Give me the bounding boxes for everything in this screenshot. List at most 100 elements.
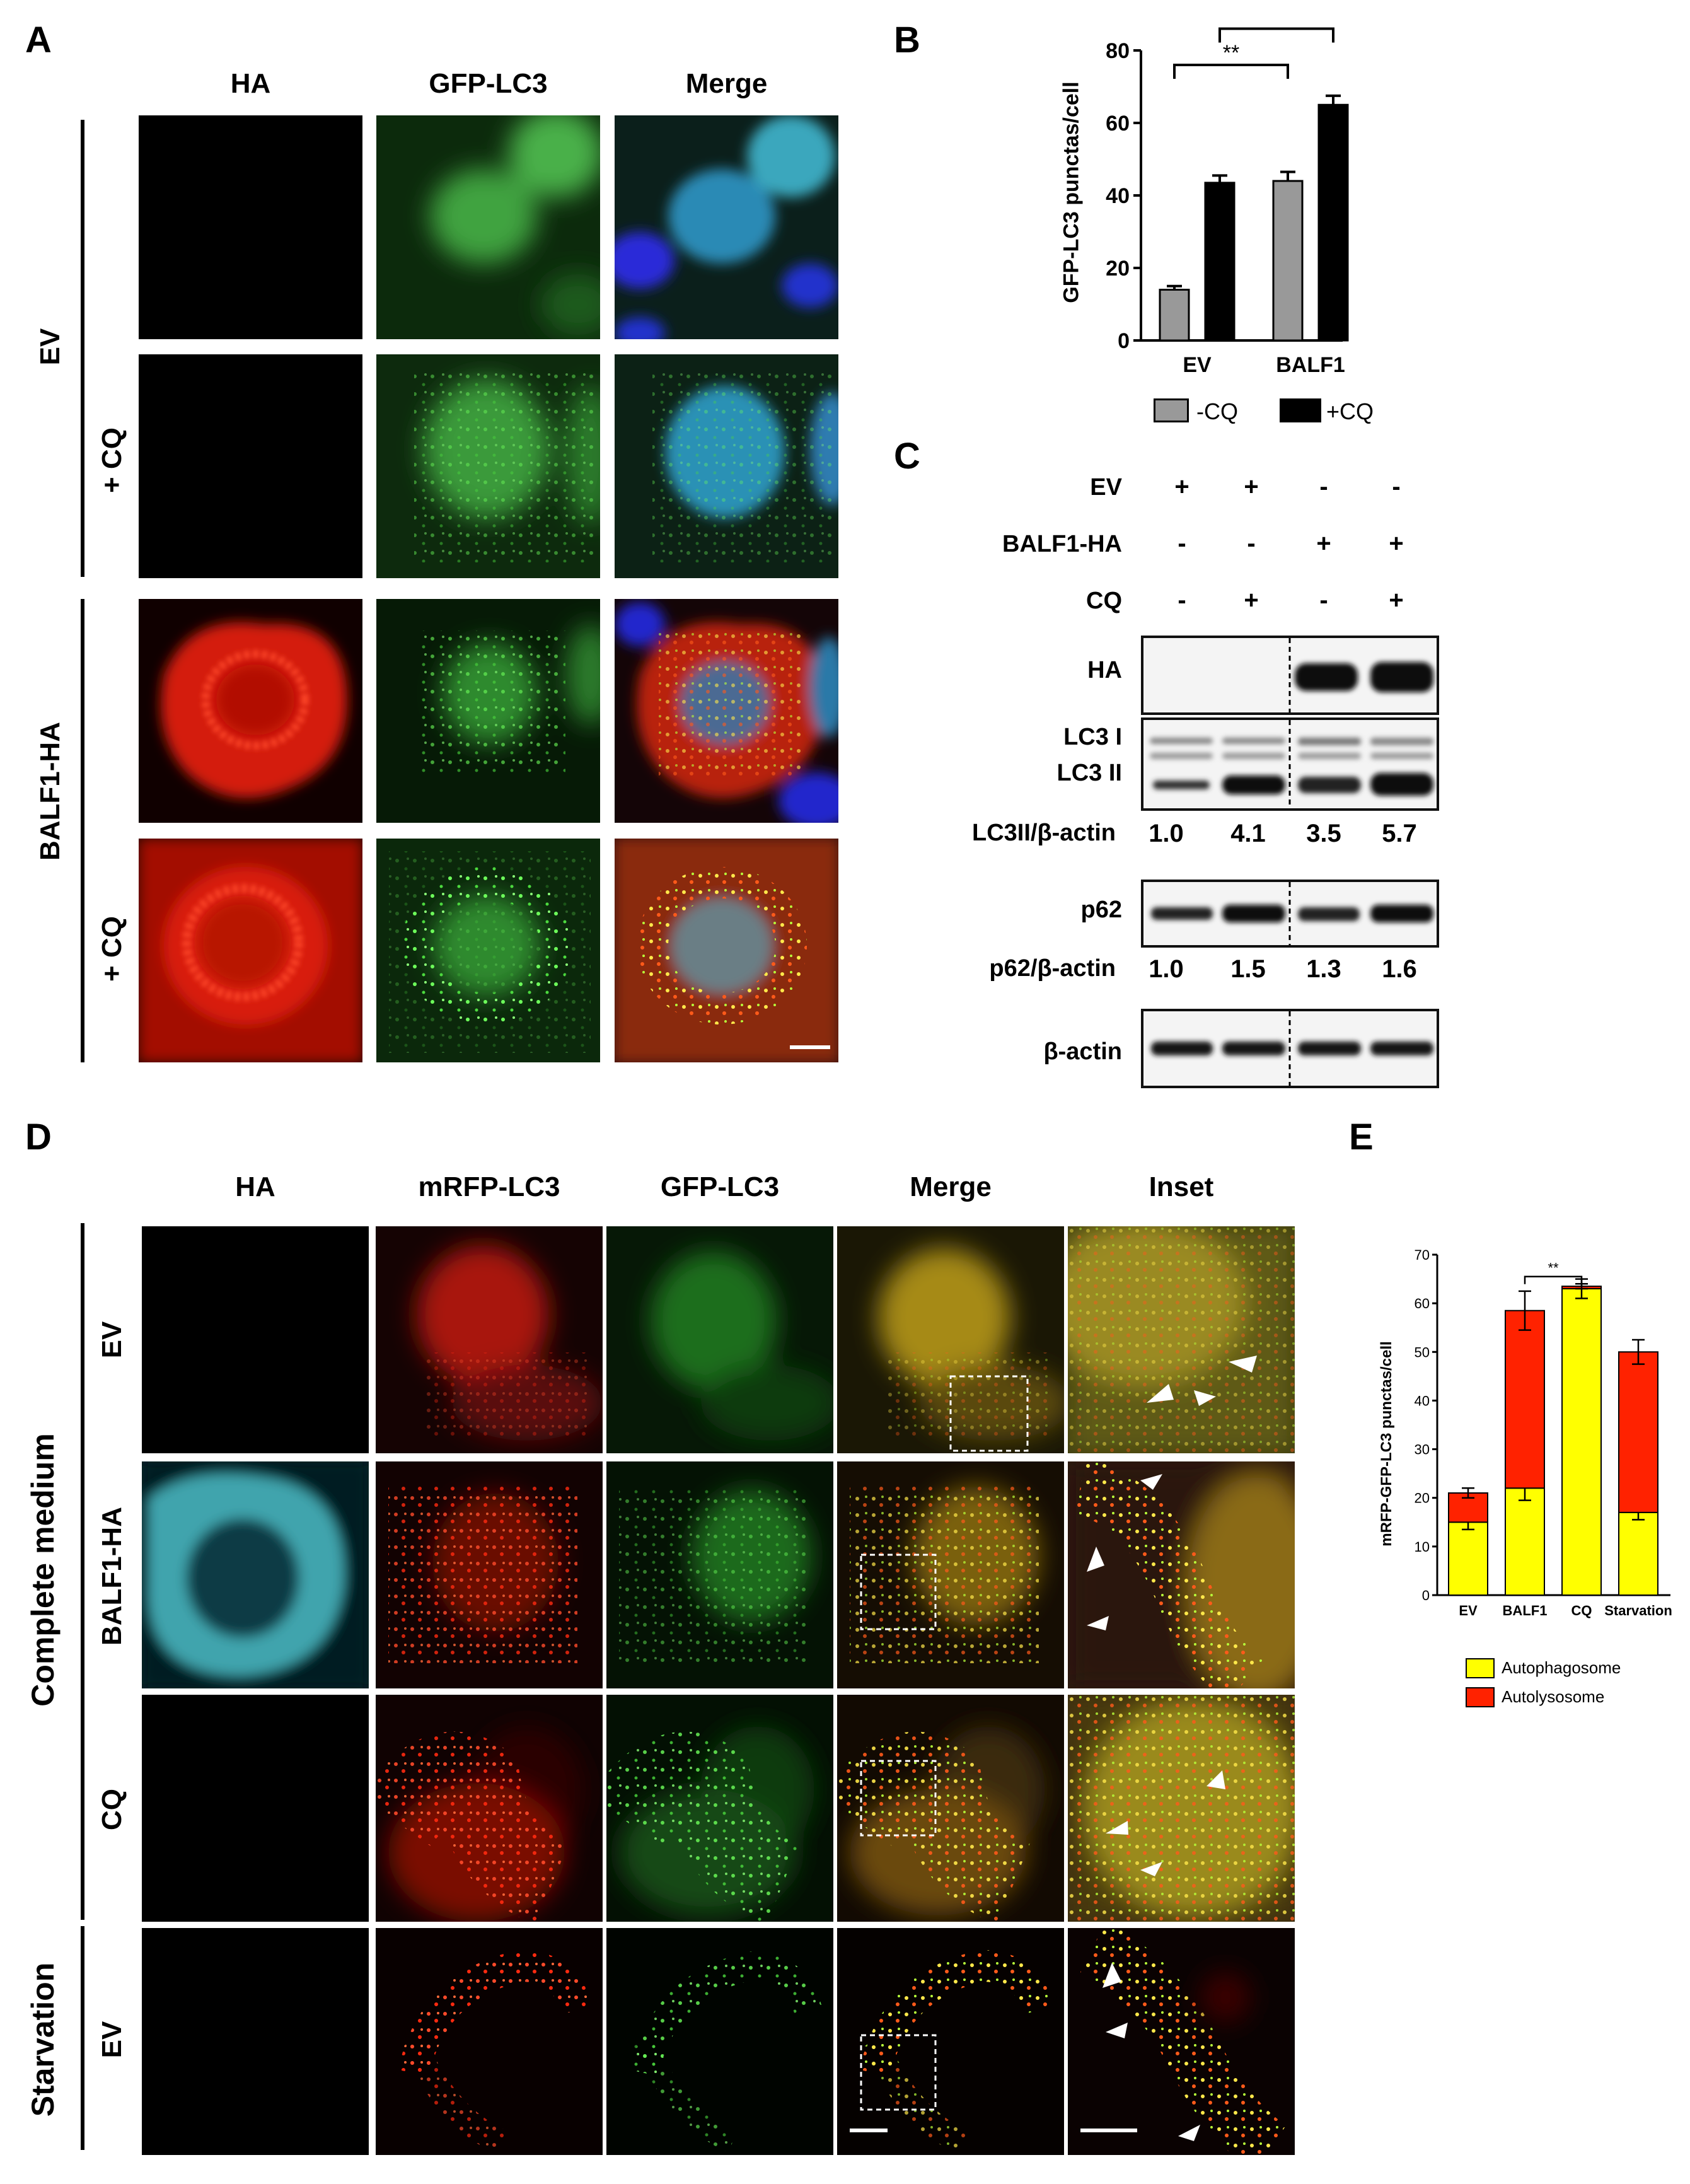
micrograph-a-balf1-cq-ha bbox=[139, 839, 362, 1062]
micrograph-a-balf1-merge bbox=[615, 599, 838, 823]
bar-segment bbox=[1448, 1492, 1488, 1523]
significance-bracket bbox=[1218, 27, 1334, 43]
micrograph-d-cq-gfp bbox=[606, 1695, 833, 1922]
western-blot-lc3 bbox=[1141, 717, 1439, 811]
y-tick-label: 10 bbox=[1415, 1539, 1430, 1555]
bar-segment bbox=[1505, 1487, 1545, 1596]
micrograph-a-balf1-ha bbox=[139, 599, 362, 823]
y-tick-label: 70 bbox=[1415, 1247, 1430, 1263]
panel-c-label-cq: CQ bbox=[1086, 588, 1122, 614]
ratio-label-p62: p62/β-actin bbox=[989, 955, 1116, 982]
sign-balf1-1: - bbox=[1178, 530, 1186, 557]
micrograph-d-starv-merge bbox=[837, 1928, 1064, 2155]
scale-bar bbox=[790, 1045, 830, 1049]
y-tick-label: 30 bbox=[1415, 1442, 1430, 1458]
significance-label: ** bbox=[1268, 25, 1285, 29]
micrograph-d-cq-mrfp bbox=[376, 1695, 603, 1922]
sign-ev-3: - bbox=[1319, 473, 1328, 501]
ratio-p62-4: 1.6 bbox=[1382, 955, 1417, 983]
blot-label-ha: HA bbox=[1087, 657, 1122, 683]
x-tick-label: BALF1 bbox=[1503, 1603, 1548, 1618]
legend-swatch-autophagosome bbox=[1466, 1658, 1495, 1678]
panel-e-significance: ** bbox=[1524, 1260, 1583, 1284]
panel-d-col-inset: Inset bbox=[1149, 1171, 1214, 1202]
micrograph-d-balf1-merge bbox=[837, 1461, 1064, 1688]
panel-d-col-mrfp-lc3: mRFP-LC3 bbox=[418, 1171, 560, 1202]
panel-b-bars bbox=[1159, 94, 1349, 342]
y-tick-label: 50 bbox=[1415, 1344, 1430, 1360]
legend-label-autophagosome: Autophagosome bbox=[1502, 1658, 1621, 1677]
ratio-p62-2: 1.5 bbox=[1230, 955, 1266, 983]
blot-label-lc3-1: LC3 I bbox=[1063, 724, 1122, 750]
panel-c-label-balf1-ha: BALF1-HA bbox=[1002, 531, 1122, 557]
micrograph-a-ev-merge bbox=[615, 115, 838, 339]
panel-d-col-ha: HA bbox=[235, 1171, 275, 1202]
micrograph-d-balf1-ha bbox=[142, 1461, 369, 1688]
micrograph-d-cq-ha bbox=[142, 1695, 369, 1922]
bar bbox=[1272, 180, 1304, 342]
sign-cq-2: + bbox=[1244, 586, 1259, 614]
bar bbox=[1159, 289, 1190, 342]
blot-label-lc3-2: LC3 II bbox=[1056, 760, 1122, 786]
y-tick-label: 0 bbox=[1118, 329, 1130, 353]
x-tick-label: CQ bbox=[1571, 1603, 1592, 1618]
micrograph-a-balf1-cq-gfp bbox=[376, 839, 600, 1062]
micrograph-a-ev-ha bbox=[139, 115, 362, 339]
panel-d-row-label-ev-starvation: EV bbox=[96, 2021, 127, 2059]
sign-cq-3: - bbox=[1319, 586, 1328, 614]
micrograph-d-balf1-inset bbox=[1068, 1461, 1295, 1688]
panel-letter-d: D bbox=[25, 1117, 52, 1158]
micrograph-a-balf1-cq-merge bbox=[615, 839, 838, 1062]
panel-b-significance: ** ** bbox=[1173, 25, 1334, 79]
y-tick-label: 40 bbox=[1415, 1393, 1430, 1409]
micrograph-d-cq-inset bbox=[1068, 1695, 1295, 1922]
y-tick-label: 20 bbox=[1106, 257, 1130, 281]
panel-a-col-merge: Merge bbox=[685, 68, 768, 99]
y-tick-label: 0 bbox=[1422, 1588, 1430, 1603]
x-tick-label: Starvation bbox=[1604, 1603, 1672, 1618]
legend-swatch-autolysosome bbox=[1466, 1687, 1495, 1707]
ratio-lc3ii-3: 3.5 bbox=[1306, 820, 1341, 847]
panel-d-condition-complete: Complete medium bbox=[25, 1433, 61, 1707]
sign-balf1-3: + bbox=[1316, 530, 1331, 557]
micrograph-d-starv-mrfp bbox=[376, 1928, 603, 2155]
micrograph-a-ev-gfp bbox=[376, 115, 600, 339]
sign-ev-4: - bbox=[1392, 473, 1401, 501]
x-tick-label: BALF1 bbox=[1276, 353, 1345, 377]
bar-segment bbox=[1448, 1521, 1488, 1596]
ratio-lc3ii-2: 4.1 bbox=[1230, 820, 1266, 847]
blot-label-p62: p62 bbox=[1080, 897, 1122, 923]
panel-d-condition-starvation: Starvation bbox=[25, 1962, 61, 2117]
bar bbox=[1204, 182, 1236, 342]
panel-a-group-bar-balf1 bbox=[81, 599, 84, 1062]
sign-cq-1: - bbox=[1178, 586, 1186, 614]
micrograph-d-ev-gfp bbox=[606, 1226, 833, 1453]
panel-a-row-label-ev: EV bbox=[35, 328, 66, 366]
micrograph-d-starv-gfp bbox=[606, 1928, 833, 2155]
y-tick-label: 60 bbox=[1415, 1296, 1430, 1311]
panel-a-col-ha: HA bbox=[230, 68, 271, 99]
sign-ev-1: + bbox=[1174, 473, 1189, 501]
panel-e-ylabel: mRFP-GFP-LC3 punctas/cell bbox=[1378, 1341, 1395, 1547]
micrograph-d-balf1-mrfp bbox=[376, 1461, 603, 1688]
sign-balf1-4: + bbox=[1389, 530, 1404, 557]
significance-label: ** bbox=[1548, 1260, 1559, 1276]
significance-label: ** bbox=[1223, 41, 1239, 65]
panel-a-row-label-balf1-cq: + CQ bbox=[96, 916, 127, 982]
micrograph-d-cq-merge bbox=[837, 1695, 1064, 1922]
bar-segment bbox=[1505, 1310, 1545, 1489]
x-tick-label: EV bbox=[1183, 353, 1212, 377]
significance-bracket bbox=[1524, 1275, 1583, 1284]
micrograph-a-ev-cq-gfp bbox=[376, 354, 600, 578]
micrograph-a-ev-cq-ha bbox=[139, 354, 362, 578]
panel-letter-e: E bbox=[1349, 1117, 1374, 1158]
ratio-p62-1: 1.0 bbox=[1149, 955, 1184, 983]
y-tick-label: 40 bbox=[1106, 184, 1130, 208]
panel-d-group-bar-complete bbox=[81, 1223, 84, 1920]
panel-c-label-ev: EV bbox=[1090, 474, 1122, 501]
micrograph-d-ev-ha bbox=[142, 1226, 369, 1453]
panel-e-chart: 70 60 50 40 30 20 10 0 EV BALF1 CQ Starvation ** bbox=[1415, 1247, 1672, 1618]
x-tick-label: EV bbox=[1459, 1603, 1478, 1618]
bar bbox=[1317, 103, 1349, 342]
panel-d-col-merge: Merge bbox=[910, 1171, 992, 1202]
